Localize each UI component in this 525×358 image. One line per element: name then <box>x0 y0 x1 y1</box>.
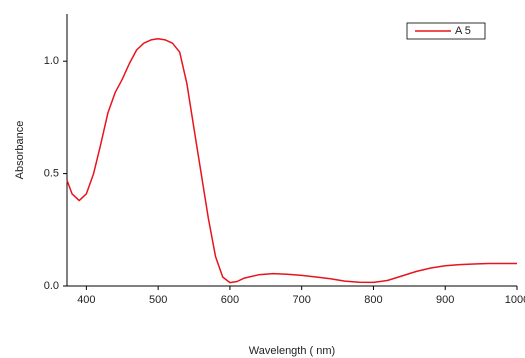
x-tick-label: 700 <box>293 294 311 306</box>
x-axis-label: Wavelength ( nm) <box>249 345 335 357</box>
y-tick-label: 0.0 <box>44 280 59 292</box>
y-tick-label: 0.5 <box>44 168 59 180</box>
legend-label: A 5 <box>455 25 471 37</box>
x-tick-label: 1000 <box>505 294 525 306</box>
x-tick-label: 900 <box>436 294 454 306</box>
y-axis-label: Absorbance <box>14 121 26 180</box>
x-tick-label: 800 <box>364 294 382 306</box>
x-tick-label: 600 <box>221 294 239 306</box>
x-tick-label: 500 <box>149 294 167 306</box>
y-tick-label: 1.0 <box>44 55 59 67</box>
data-line <box>66 37 517 284</box>
x-tick-label: 400 <box>77 294 95 306</box>
